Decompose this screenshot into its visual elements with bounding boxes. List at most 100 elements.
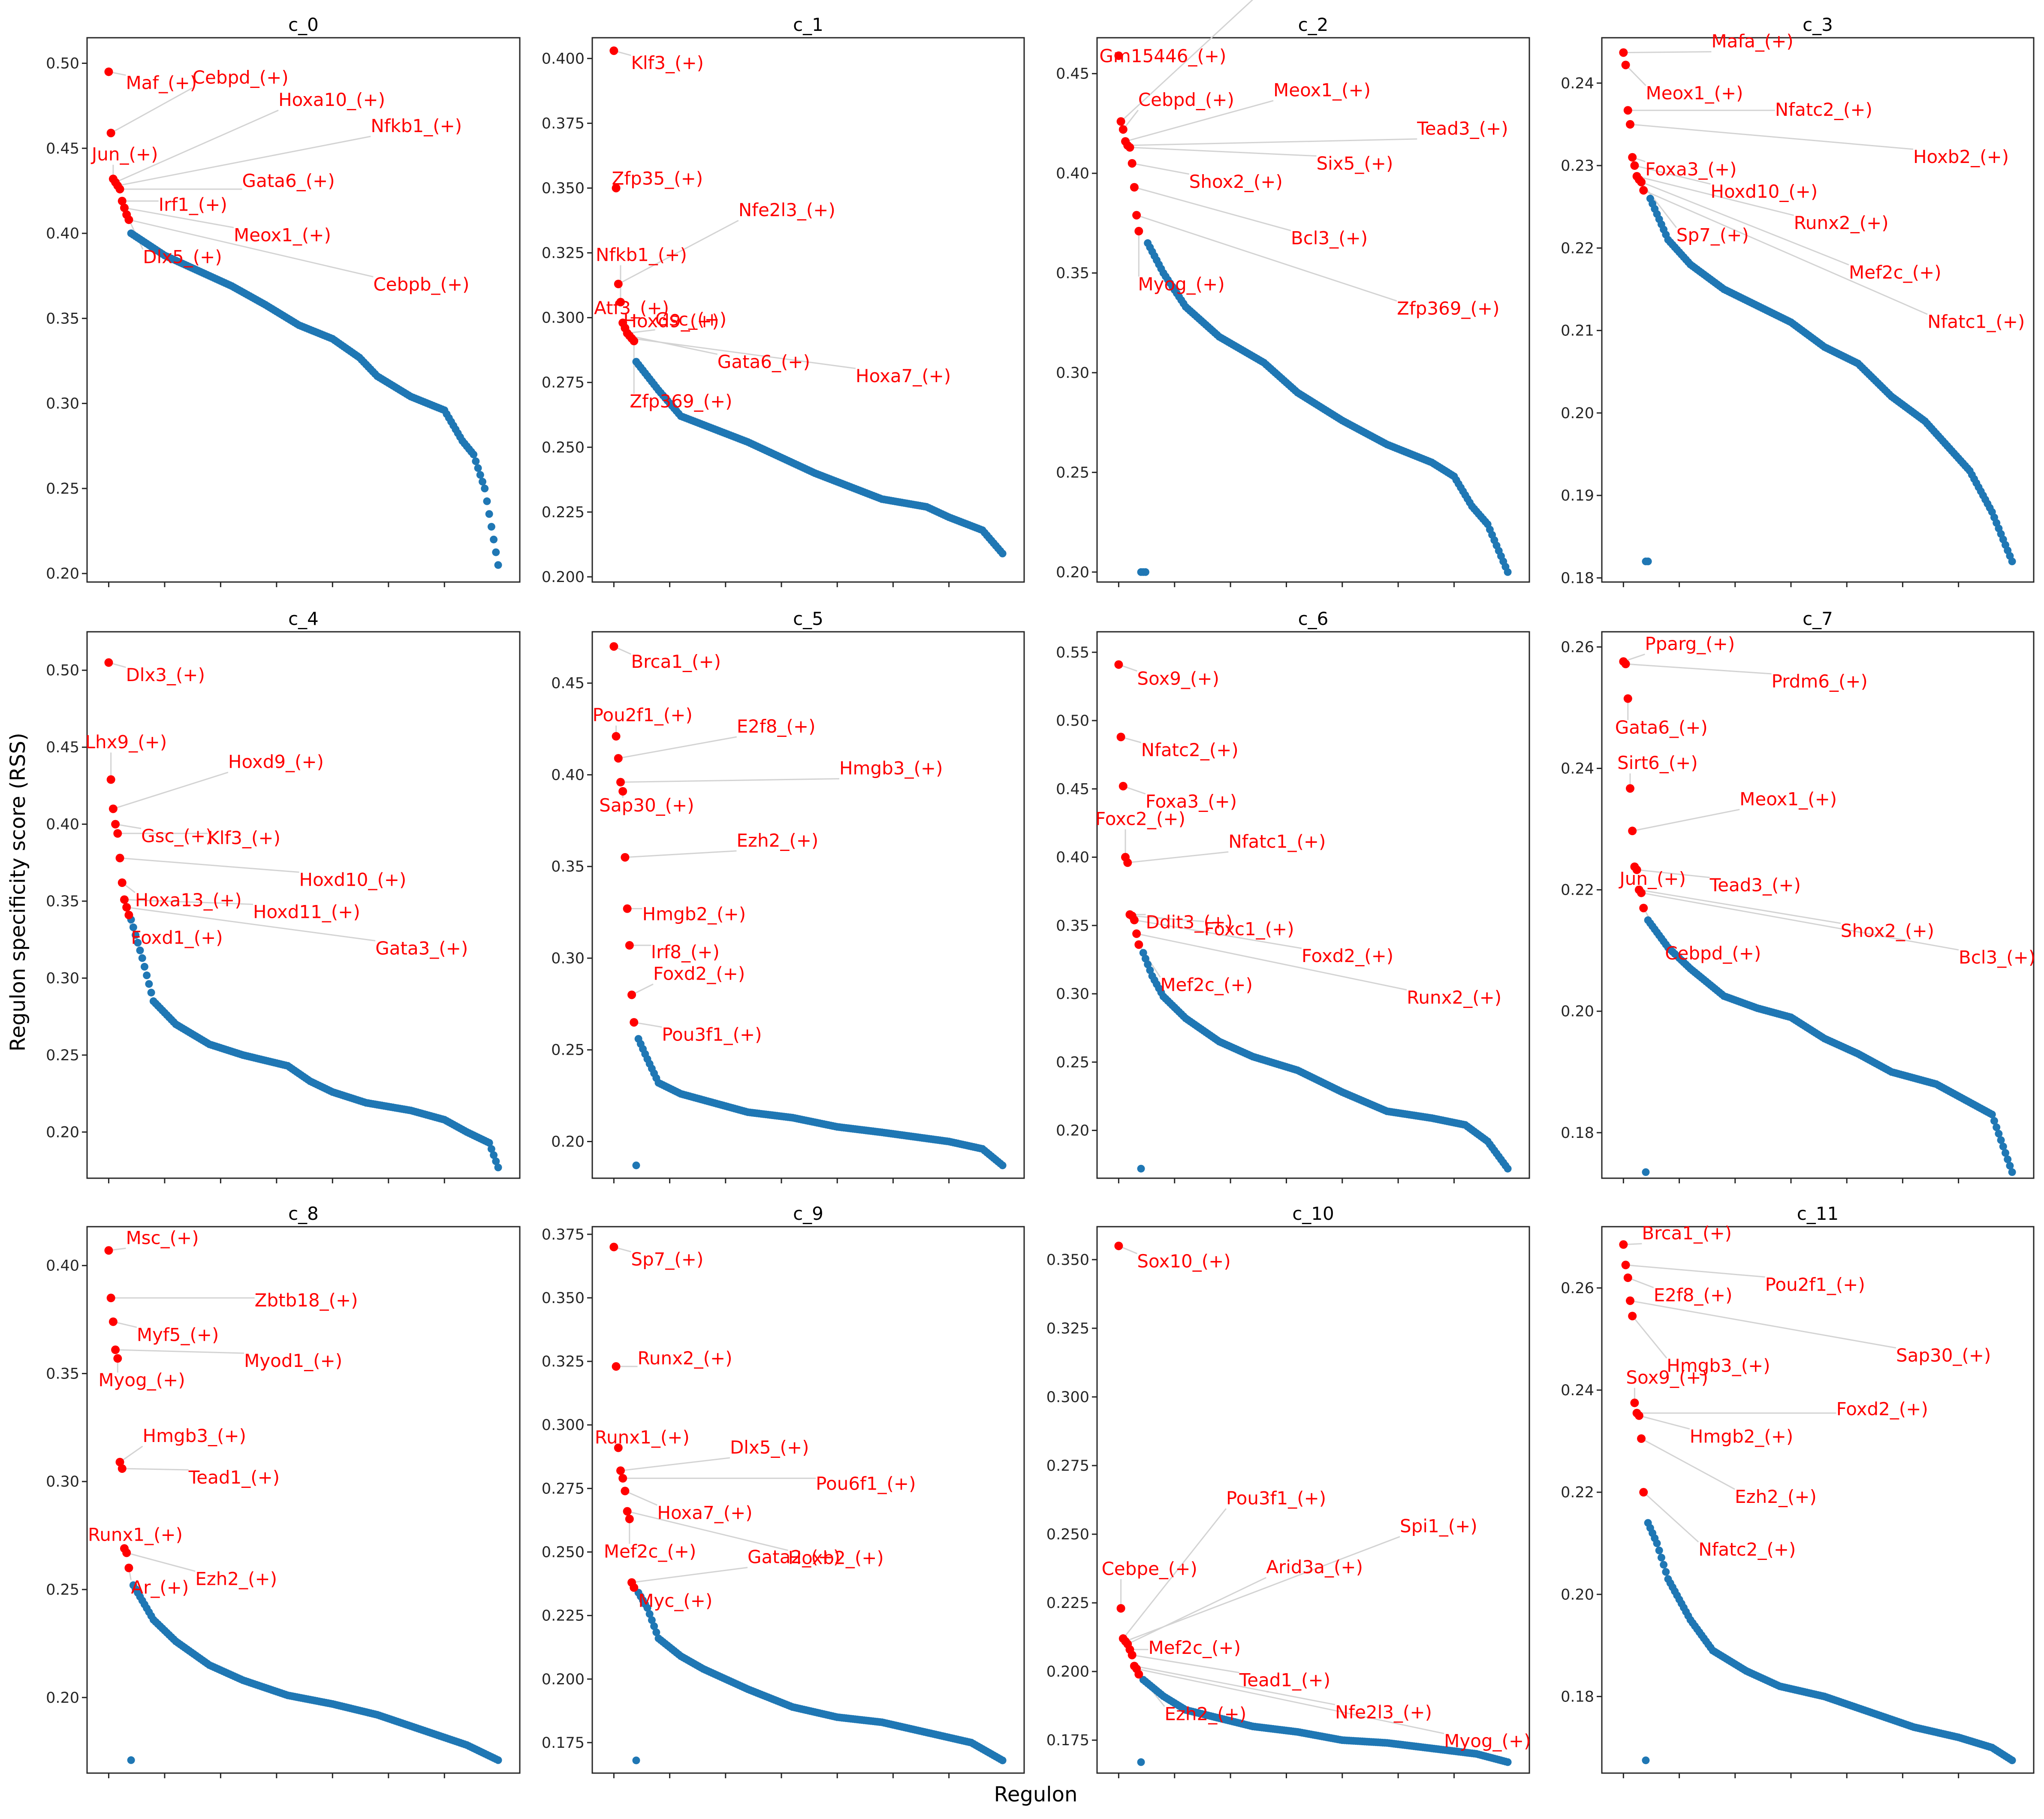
top-regulon-label: Foxd2_(+) [653,963,745,984]
panel-c-7: c_7 0.18 0.20 0.22 0.24 0.26 Pparg_(+) Prdm6_(+… [1561,608,2035,1183]
regulon-point [648,1616,656,1624]
top-regulon-label: Sox9_(+) [1626,1367,1708,1388]
top-regulon-point [1134,940,1143,949]
panel-c-8: c_8 0.20 0.25 0.30 0.35 0.40 Msc_(+) Zbtb18_(+)… [46,1203,521,1778]
top-regulon-label: Sox9_(+) [1137,668,1219,689]
regulon-point [127,1756,135,1764]
top-regulon-point [124,911,133,920]
top-regulon-label: Sp7_(+) [1676,225,1749,246]
y-tick-label: 0.25 [46,480,79,498]
top-regulon-label: Shox2_(+) [1189,171,1283,192]
panel-c-3: c_3 0.18 0.19 0.20 0.21 0.22 0.23 0.24 Mafa_(+) M… [1561,14,2035,587]
label-leader [129,219,374,278]
label-leader [122,1468,189,1471]
top-regulon-point [1130,183,1139,192]
regulon-point [650,1622,658,1630]
label-leader [1637,869,1710,878]
axes-frame [1096,631,1530,1179]
top-regulon-label: Hoxd10_(+) [1710,181,1818,202]
label-leader [115,1349,244,1354]
top-regulon-label: Cebpd_(+) [193,67,289,88]
regulon-point [492,1157,500,1165]
top-regulon-point [1621,660,1630,669]
top-regulon-label: Hoxb2_(+) [788,1548,884,1569]
top-regulon-label: Sap30_(+) [1896,1345,1991,1366]
label-leader [126,1552,196,1572]
y-tick-label: 0.20 [1561,1003,1594,1020]
top-regulon-label: E2f8_(+) [1654,1285,1733,1306]
regulon-point [643,1604,651,1612]
top-regulon-label: Gsc_(+) [655,309,727,330]
y-tick-label: 0.30 [1056,986,1089,1003]
regulon-point [1139,949,1147,957]
regulon-point [1137,1758,1145,1766]
top-regulon-label: Nfe2l3_(+) [739,199,835,220]
top-regulon-label: Msc_(+) [126,1227,199,1248]
label-leader [1136,1668,1444,1735]
regulon-point [487,1145,495,1153]
panel-title: c_0 [288,14,319,35]
label-leader [1641,892,1959,951]
top-regulon-label: Klf3_(+) [631,52,704,73]
top-regulon-point [625,941,634,950]
top-regulon-point [104,67,113,76]
regulon-point [476,471,484,479]
top-regulon-point [1634,1411,1643,1420]
label-leader [1132,1654,1239,1674]
top-regulon-label: Gsc_(+) [141,826,212,847]
top-regulon-point [1632,865,1641,874]
top-regulon-label: Myog_(+) [98,1370,185,1391]
top-regulon-point [614,754,623,763]
label-leader [1130,147,1317,157]
top-regulon-label: Nfatc1_(+) [1228,831,1326,852]
label-leader [1643,190,1928,315]
y-tick-label: 0.25 [46,1047,79,1064]
panel-c-0: c_00.200.250.300.350.400.450.50Maf_(+)Ce… [46,14,521,587]
top-regulon-point [614,1443,623,1452]
top-regulon-point [1116,1604,1125,1613]
top-regulon-point [118,196,127,205]
label-leader [1120,0,1254,122]
label-leader [1127,1577,1266,1645]
y-tick-label: 0.45 [46,739,79,756]
top-regulon-point [124,1563,133,1572]
panels-group: c_00.200.250.300.350.400.450.50Maf_(+)Ce… [46,0,2035,1778]
regulon-point [474,464,482,472]
top-regulon-label: Hmgb2_(+) [642,904,746,925]
top-regulon-label: Jun_(+) [1618,868,1686,889]
label-leader [118,136,371,187]
axes-frame [86,37,521,583]
y-tick-label: 0.20 [46,1689,79,1707]
top-regulon-label: Sp7_(+) [631,1249,703,1270]
top-regulon-label: Hoxd10_(+) [299,869,407,890]
top-regulon-label: Tead1_(+) [188,1467,280,1488]
top-regulon-label: Sirt6_(+) [1617,752,1698,773]
label-leader [1128,851,1229,863]
regulon-point [1141,955,1149,963]
top-regulon-point [1639,186,1648,195]
regulon-point [479,478,487,486]
top-regulon-label: Ezh2_(+) [1164,1704,1246,1725]
top-regulon-point [623,1507,632,1516]
axes-frame [1601,37,2035,583]
y-tick-label: 0.30 [551,950,585,967]
label-leader [1630,124,1914,150]
y-tick-label: 0.24 [1561,760,1594,778]
top-regulon-label: Runx2_(+) [1794,212,1889,233]
regulon-point [485,1139,493,1147]
axes-frame [591,631,1025,1179]
top-regulon-point [630,337,639,346]
regulon-point [470,450,478,459]
top-regulon-label: Pou6f1_(+) [816,1473,916,1494]
top-regulon-point [120,203,129,212]
y-tick-label: 0.18 [1561,570,1594,587]
y-tick-label: 0.26 [1561,639,1594,656]
label-leader [633,1022,662,1028]
top-regulon-label: Nfkb1_(+) [596,244,687,265]
top-regulon-point [113,829,122,838]
top-regulon-label: Hmgb2_(+) [1690,1426,1794,1447]
regulon-point [129,923,137,932]
top-regulon-point [1628,827,1637,836]
label-leader [624,1490,657,1506]
label-leader [1623,51,1712,54]
